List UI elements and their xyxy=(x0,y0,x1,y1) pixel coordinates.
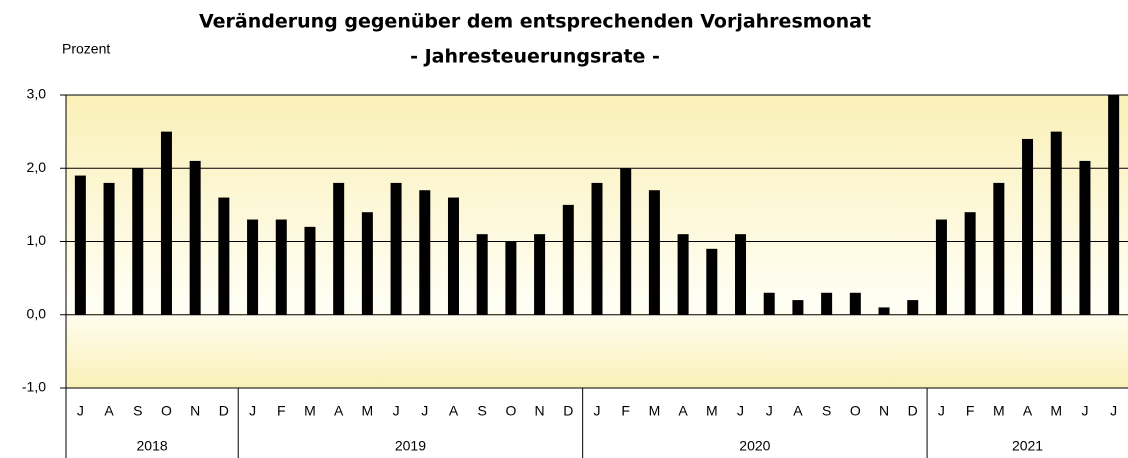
x-tick-label: J xyxy=(421,403,428,419)
x-tick-label: N xyxy=(190,403,200,419)
bar xyxy=(390,182,402,315)
bar xyxy=(160,131,172,315)
x-tick-label: M xyxy=(706,403,718,419)
y-tick-label: 1,0 xyxy=(27,232,47,248)
y-tick-label: 3,0 xyxy=(27,86,47,102)
x-tick-label: F xyxy=(621,403,630,419)
x-tick-label: J xyxy=(1081,403,1088,419)
bar xyxy=(189,160,201,315)
x-group-label: 2018 xyxy=(137,438,168,454)
bar xyxy=(476,234,488,315)
bar xyxy=(562,204,574,315)
bar xyxy=(74,175,86,315)
x-tick-label: J xyxy=(393,403,400,419)
bar xyxy=(907,300,919,315)
x-tick-label: A xyxy=(1023,403,1033,419)
bar xyxy=(505,241,517,315)
x-tick-label: S xyxy=(478,403,487,419)
x-tick-label: N xyxy=(535,403,545,419)
x-tick-label: A xyxy=(678,403,688,419)
x-tick-label: J xyxy=(77,403,84,419)
bar xyxy=(648,190,660,315)
bar xyxy=(1108,95,1120,315)
bar xyxy=(706,248,718,315)
x-tick-label: J xyxy=(1110,403,1117,419)
y-tick-label: 0,0 xyxy=(27,305,47,321)
bar xyxy=(935,219,947,315)
bar xyxy=(132,168,144,315)
bar xyxy=(247,219,259,315)
x-tick-label: D xyxy=(908,403,918,419)
bar xyxy=(419,190,431,315)
bar xyxy=(792,300,804,315)
bar xyxy=(304,226,316,315)
x-tick-label: A xyxy=(793,403,803,419)
x-tick-label: M xyxy=(1050,403,1062,419)
x-tick-label: F xyxy=(966,403,975,419)
x-tick-label: M xyxy=(649,403,661,419)
bar xyxy=(103,182,115,315)
y-tick-label: -1,0 xyxy=(22,379,46,395)
x-tick-label: A xyxy=(449,403,459,419)
x-tick-label: D xyxy=(563,403,573,419)
bar xyxy=(993,182,1005,315)
bar xyxy=(1050,131,1062,315)
bar xyxy=(447,197,459,315)
bar xyxy=(218,197,230,315)
bar xyxy=(821,292,833,315)
x-tick-label: N xyxy=(879,403,889,419)
x-tick-label: O xyxy=(505,403,516,419)
x-group-label: 2021 xyxy=(1012,438,1043,454)
x-tick-label: J xyxy=(737,403,744,419)
x-group-label: 2019 xyxy=(395,438,426,454)
x-group-label: 2020 xyxy=(739,438,770,454)
x-tick-label: M xyxy=(993,403,1005,419)
x-tick-label: S xyxy=(133,403,142,419)
bar xyxy=(361,212,373,315)
y-tick-label: 2,0 xyxy=(27,159,47,175)
x-tick-label: M xyxy=(304,403,316,419)
bar xyxy=(591,182,603,315)
x-tick-label: S xyxy=(822,403,831,419)
x-tick-label: A xyxy=(334,403,344,419)
x-tick-label: F xyxy=(277,403,286,419)
x-tick-label: O xyxy=(161,403,172,419)
bar xyxy=(534,234,546,315)
bar xyxy=(763,292,775,315)
y-axis-label: Prozent xyxy=(62,41,110,57)
x-tick-label: J xyxy=(766,403,773,419)
x-tick-label: J xyxy=(249,403,256,419)
x-tick-label: A xyxy=(104,403,114,419)
x-tick-label: J xyxy=(594,403,601,419)
x-tick-label: M xyxy=(362,403,374,419)
x-tick-label: O xyxy=(850,403,861,419)
bar xyxy=(964,212,976,315)
x-tick-label: D xyxy=(219,403,229,419)
x-tick-label: J xyxy=(938,403,945,419)
bar xyxy=(275,219,287,315)
bar xyxy=(333,182,345,315)
bar xyxy=(1022,138,1034,315)
bar xyxy=(849,292,861,315)
bar xyxy=(677,234,689,315)
bar xyxy=(878,307,890,315)
bar xyxy=(735,234,747,315)
chart-title: Veränderung gegenüber dem entsprechenden… xyxy=(199,11,871,33)
chart-subtitle: - Jahresteuerungsrate - xyxy=(410,46,660,68)
bar xyxy=(620,168,632,315)
bar xyxy=(1079,160,1091,315)
